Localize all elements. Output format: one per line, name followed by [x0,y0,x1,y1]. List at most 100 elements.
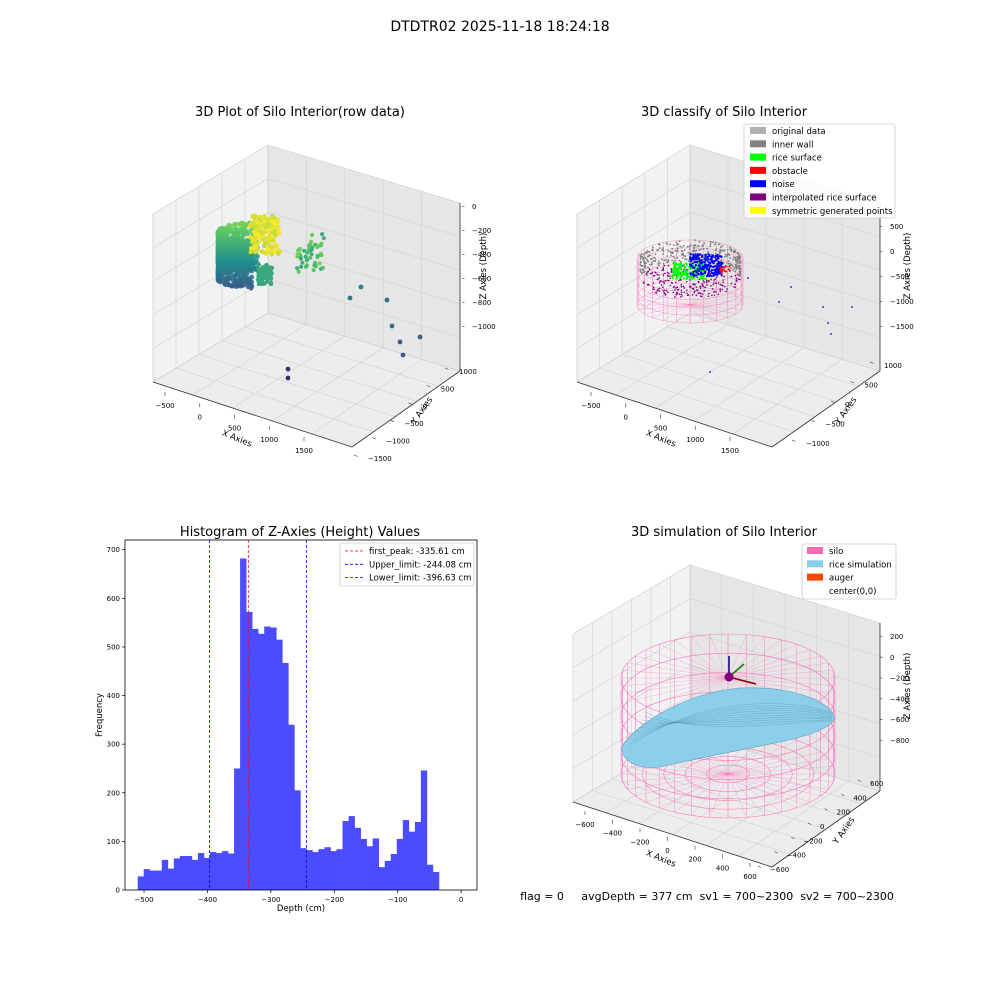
inner-wall-point [723,249,726,252]
noise-point [713,259,716,263]
noise-point [689,256,692,259]
interpolated-point [723,285,726,288]
noise-point [703,257,706,260]
inner-wall-point [647,266,649,269]
raw-point [237,253,242,259]
interpolated-point [675,292,678,294]
classify-legend-label: interpolated rice surface [772,194,877,204]
raw-plot-y-tick-label: −1500 [368,455,392,463]
raw-point [256,270,261,276]
inner-wall-point [685,258,688,261]
inner-wall-point [642,253,645,256]
noise-point [704,263,707,267]
inner-wall-point [675,241,678,244]
rice-surface-point [679,267,683,270]
interpolated-point [667,275,669,277]
raw-point [236,269,242,275]
noise-point [705,266,708,270]
raw-plot-z-tick-label: −400 [472,251,491,259]
raw-point [267,270,273,275]
inner-wall-point [703,242,706,245]
inner-wall-point [733,267,736,269]
interpolated-point [680,285,683,288]
histogram-bar [270,627,277,890]
noise-point [713,268,716,271]
raw-point [274,243,279,248]
classify-legend-swatch [750,180,766,188]
inner-wall-point [714,252,717,255]
histogram-bar [324,847,331,890]
noise-point [712,261,715,264]
interpolated-point [707,295,710,298]
raw-point [312,263,317,268]
noise-point [827,322,829,324]
inner-wall-point [641,265,643,268]
inner-wall-point [732,265,735,268]
raw-point [300,260,305,265]
raw-point [285,375,291,381]
raw-plot-x-tick-label: 1500 [295,447,313,455]
noise-point [699,271,703,275]
noise-point [719,263,723,266]
interpolated-point [717,282,720,284]
noise-point [720,274,723,277]
histogram-bar [420,770,428,890]
interpolated-point [662,281,665,283]
rice-surface-point [673,265,676,268]
simulation-plot-rice-surface [621,687,835,768]
interpolated-point [676,286,679,289]
histogram-x-tick-label: 0 [459,896,463,904]
raw-point [251,220,256,226]
classify-plot-y-tick-label: −1000 [806,440,830,448]
noise-point [695,274,698,277]
noise-point [699,267,702,270]
classify-plot-z-tick-label: −1500 [890,323,914,331]
inner-wall-point [680,261,682,263]
raw-point [295,252,300,257]
inner-wall-point [714,243,716,246]
interpolated-point [646,271,649,273]
inner-wall-point [679,245,681,248]
rice-surface-point [670,274,674,277]
interpolated-point [722,266,724,269]
interpolated-point [654,271,656,274]
interpolated-point [715,282,718,285]
histogram-bar [414,821,422,890]
interpolated-point [711,294,713,297]
inner-wall-point [683,249,686,252]
noise-point [692,270,695,273]
rice-surface-mesh-line [627,703,833,749]
inner-wall-point [647,260,650,263]
interpolated-point [652,288,654,290]
inner-wall-point [692,249,695,252]
interpolated-point [664,272,666,275]
inner-wall-point [652,260,655,262]
noise-point [698,265,701,268]
interpolated-point [673,285,676,288]
noise-point [717,268,720,271]
noise-point [714,256,717,259]
raw-point [304,264,308,269]
rice-surface-mesh-line [631,708,833,741]
histogram-bar [197,853,205,890]
raw-point [216,232,222,238]
interpolated-point [660,280,663,282]
noise-point [700,258,703,262]
noise-point [692,256,695,259]
interpolated-point [715,276,718,279]
raw-point [216,238,222,244]
interpolated-point [675,293,677,296]
obstacle-point [723,268,725,271]
histogram-y-ticks: 0 100 200 300 400 500 600 700 [107,546,125,895]
interpolated-point [663,292,665,294]
interpolated-point [722,284,724,287]
interpolated-point [658,287,661,290]
noise-point [851,306,853,308]
histogram-y-tick-label: 100 [107,838,120,846]
inner-wall-point [650,257,653,260]
interpolated-point [722,281,724,284]
raw-point [358,284,364,290]
obstacle-point [724,265,727,267]
inner-wall-point [667,259,670,261]
interpolated-point [666,271,669,274]
